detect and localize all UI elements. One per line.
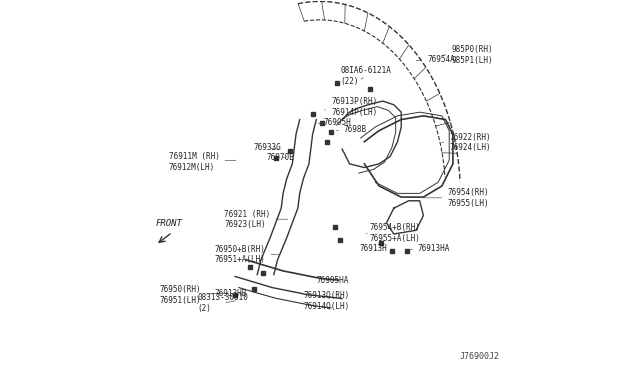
Text: 76913Q(RH)
76914Q(LH): 76913Q(RH) 76914Q(LH)	[303, 291, 349, 311]
Text: 76933G: 76933G	[253, 143, 282, 152]
Text: 985P0(RH)
985P1(LH): 985P0(RH) 985P1(LH)	[444, 45, 493, 65]
Text: 76950+B(RH)
76951+A(LH): 76950+B(RH) 76951+A(LH)	[215, 245, 280, 264]
Text: 76905HA: 76905HA	[316, 276, 349, 285]
Text: 76913HB: 76913HB	[215, 289, 247, 298]
Text: 76954A: 76954A	[416, 55, 455, 64]
Text: 76954+B(RH)
76955+A(LH): 76954+B(RH) 76955+A(LH)	[366, 223, 420, 243]
Text: FRONT: FRONT	[155, 219, 182, 228]
Text: 76954(RH)
76955(LH): 76954(RH) 76955(LH)	[422, 188, 489, 208]
Text: 76911M (RH)
76912M(LH): 76911M (RH) 76912M(LH)	[168, 152, 236, 172]
Text: 76905H: 76905H	[318, 118, 351, 127]
Text: 76913H: 76913H	[359, 244, 387, 253]
Text: 7698B: 7698B	[337, 125, 367, 134]
Text: 08313-30810
(2): 08313-30810 (2)	[197, 294, 248, 313]
Text: J76900J2: J76900J2	[459, 352, 499, 361]
Text: 76913HA: 76913HA	[410, 244, 450, 253]
Text: 76921 (RH)
76923(LH): 76921 (RH) 76923(LH)	[224, 209, 288, 229]
Text: 76913P(RH)
76914P(LH): 76913P(RH) 76914P(LH)	[324, 97, 378, 117]
Text: 76950(RH)
76951(LH): 76950(RH) 76951(LH)	[159, 285, 228, 305]
Text: 76970E: 76970E	[266, 153, 294, 162]
Text: 08IA6-6121A
(22): 08IA6-6121A (22)	[340, 66, 391, 86]
Text: 76922(RH)
76924(LH): 76922(RH) 76924(LH)	[442, 133, 491, 152]
